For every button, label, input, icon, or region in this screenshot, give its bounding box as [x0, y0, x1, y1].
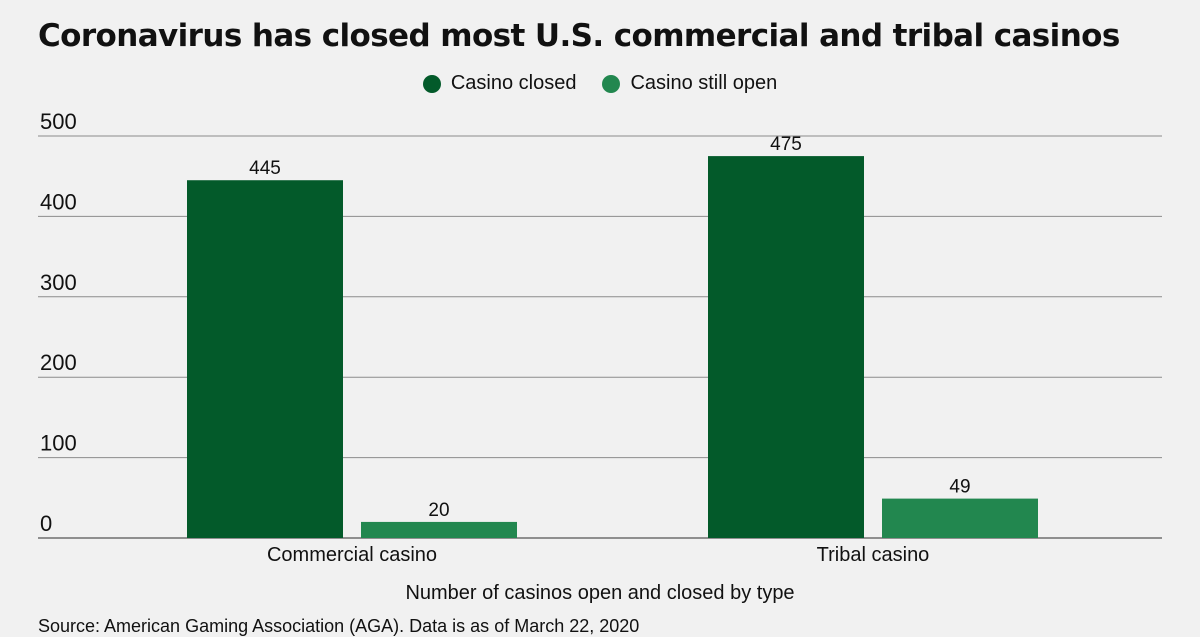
legend-label-closed: Casino closed [450, 72, 577, 94]
y-tick-label: 100 [40, 431, 77, 456]
legend-swatch-closed [422, 74, 441, 93]
bar-closed [187, 180, 343, 538]
data-label: 49 [949, 477, 970, 498]
data-label: 445 [249, 158, 281, 179]
x-tick-label: Commercial casino [267, 544, 437, 566]
x-axis-title: Number of casinos open and closed by typ… [405, 582, 795, 604]
bar-open [882, 498, 1038, 538]
source-note: Source: American Gaming Association (AGA… [38, 616, 640, 636]
data-label: 20 [428, 500, 449, 521]
legend-swatch-open [602, 74, 621, 93]
y-tick-label: 200 [40, 350, 77, 375]
chart-legend: Casino closed Casino still open [0, 72, 1200, 95]
legend-label-open: Casino still open [630, 72, 778, 94]
legend-item-open: Casino still open [602, 72, 777, 95]
y-tick-label: 500 [40, 109, 77, 134]
y-tick-label: 300 [40, 270, 77, 295]
bar-closed [708, 156, 864, 538]
data-label: 475 [770, 134, 802, 155]
y-tick-label: 400 [40, 189, 77, 214]
y-tick-label: 0 [40, 511, 52, 536]
legend-item-closed: Casino closed [422, 72, 577, 95]
chart-title: Coronavirus has closed most U.S. commerc… [38, 18, 1120, 54]
x-tick-label: Tribal casino [817, 544, 930, 566]
bar-open [361, 521, 517, 538]
